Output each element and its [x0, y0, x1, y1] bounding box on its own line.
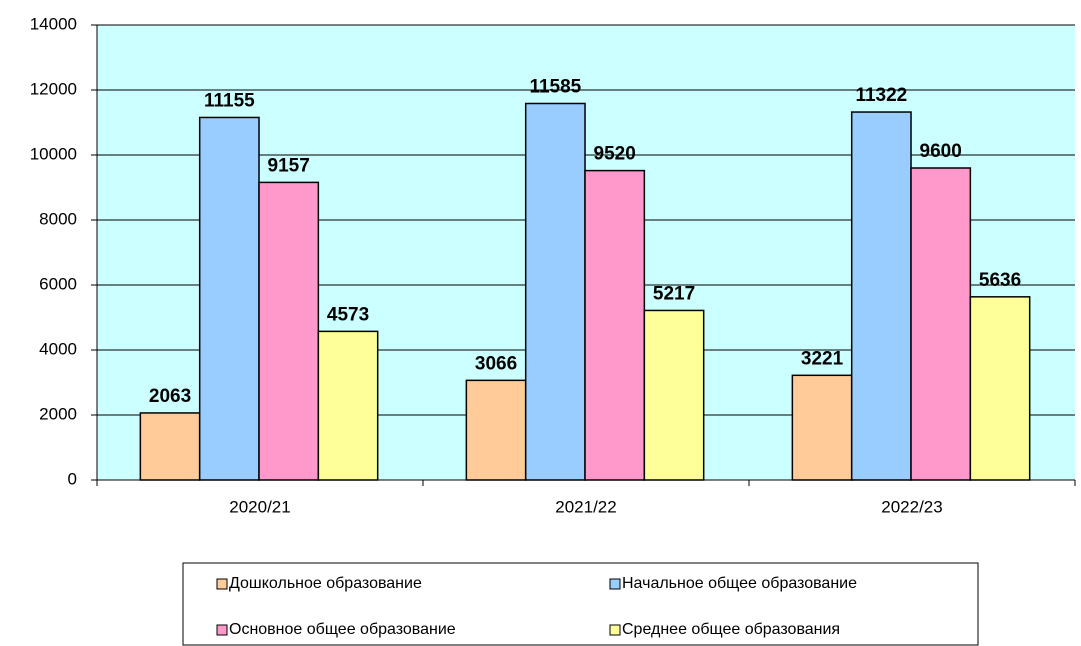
- bar: [643, 309, 705, 481]
- bar: [791, 374, 853, 481]
- bar: [910, 167, 972, 481]
- bar: [524, 102, 586, 481]
- data-label: 4573: [327, 304, 369, 325]
- x-tick-label: 2022/23: [881, 497, 942, 516]
- legend-swatch: [216, 578, 228, 590]
- y-tick-label: 0: [68, 469, 77, 488]
- bar: [198, 116, 260, 481]
- y-tick-label: 6000: [39, 274, 77, 293]
- legend-swatch: [216, 624, 228, 636]
- legend-label: Основное общее образование: [229, 621, 456, 638]
- legend-label: Начальное общее образование: [622, 575, 857, 592]
- data-label: 11585: [529, 77, 581, 98]
- data-label: 9600: [920, 141, 962, 162]
- bar: [850, 111, 912, 481]
- data-label: 3066: [475, 353, 517, 374]
- legend-swatch: [609, 578, 621, 590]
- data-label: 5636: [979, 270, 1021, 291]
- y-tick-label: 2000: [39, 404, 77, 423]
- data-label: 3221: [801, 348, 844, 369]
- data-label: 9157: [268, 155, 310, 176]
- bar: [317, 330, 379, 481]
- bar: [258, 181, 320, 481]
- data-label: 11155: [204, 90, 255, 111]
- data-label: 11322: [855, 85, 907, 106]
- bar: [465, 379, 527, 481]
- x-tick-label: 2021/22: [555, 497, 616, 516]
- y-tick-label: 10000: [30, 144, 77, 163]
- x-tick-label: 2020/21: [229, 497, 290, 516]
- y-tick-label: 8000: [39, 209, 77, 228]
- legend-label: Среднее общее образования: [622, 621, 840, 638]
- y-tick-label: 14000: [30, 14, 77, 33]
- bar: [969, 296, 1031, 481]
- y-tick-label: 12000: [30, 79, 77, 98]
- legend-swatch: [609, 624, 621, 636]
- bar: [584, 169, 646, 481]
- data-label: 2063: [149, 386, 191, 407]
- data-label: 5217: [653, 283, 695, 304]
- y-tick-label: 4000: [39, 339, 77, 358]
- data-label: 9520: [594, 144, 636, 165]
- bar: [139, 412, 201, 481]
- legend-label: Дошкольное образование: [229, 575, 422, 592]
- legend-box: [182, 562, 979, 646]
